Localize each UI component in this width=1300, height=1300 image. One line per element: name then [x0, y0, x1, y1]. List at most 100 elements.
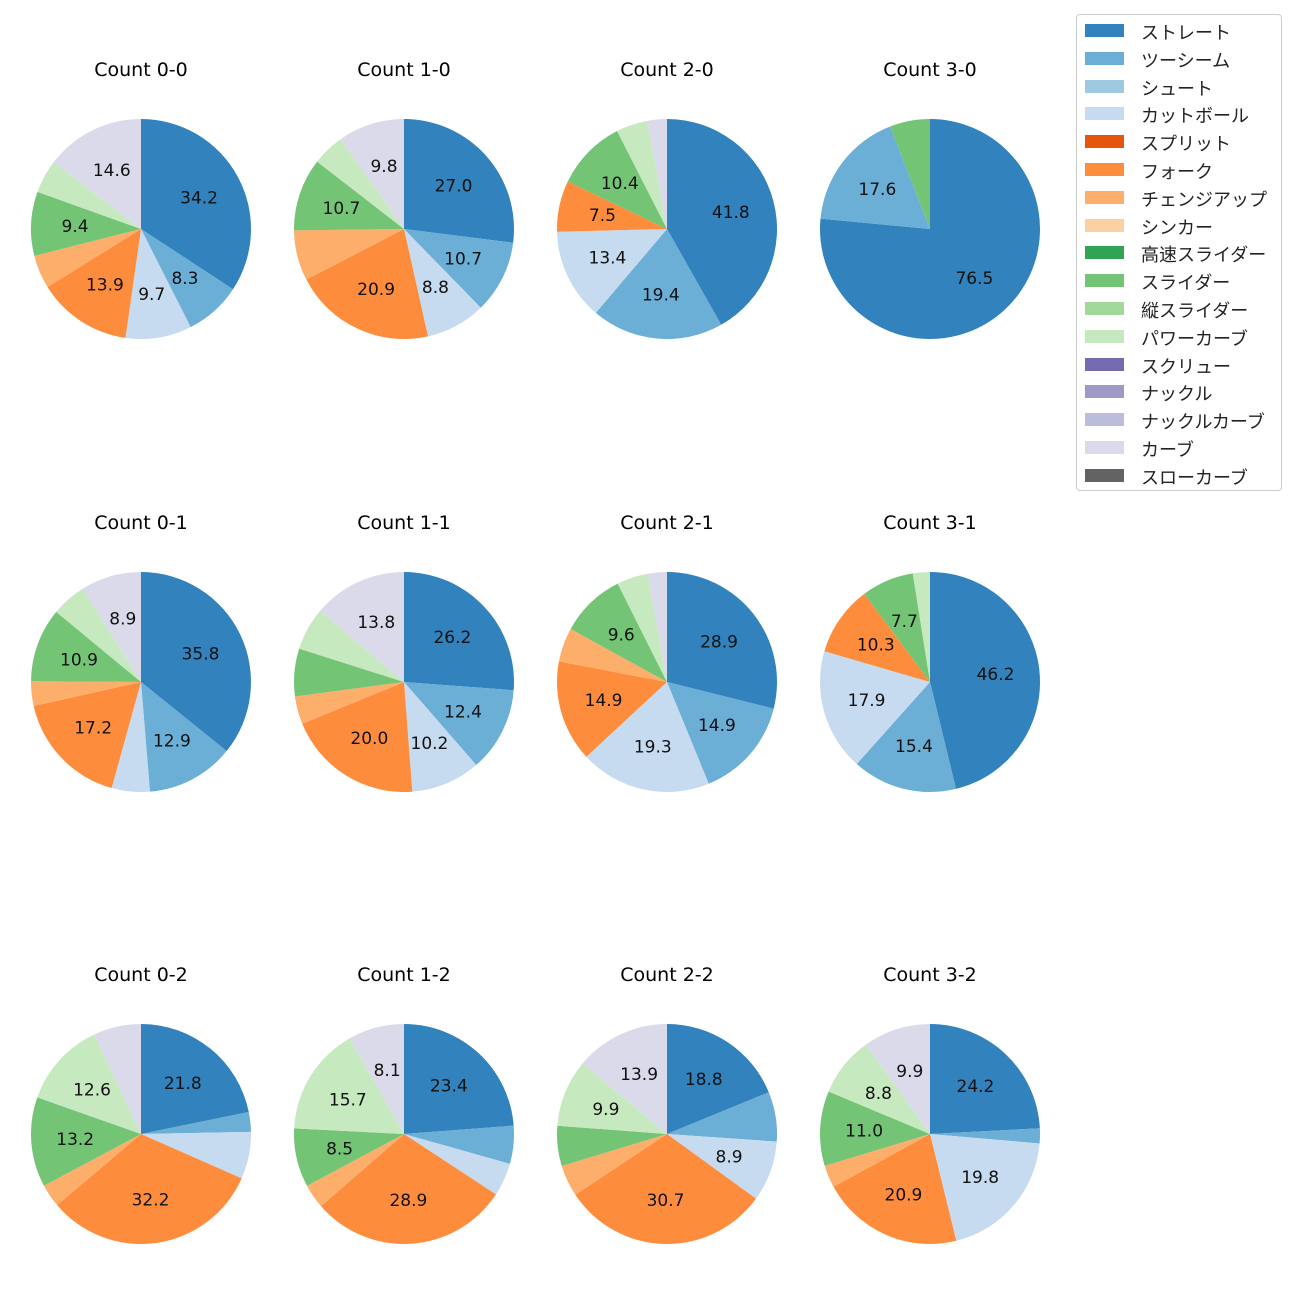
slice-label: 10.3 [857, 635, 895, 655]
pie-slice [294, 161, 404, 231]
legend-item: スプリット [1077, 128, 1281, 156]
slice-label: 15.7 [329, 1090, 367, 1110]
pie-slice [82, 572, 141, 682]
slice-label: 13.9 [620, 1065, 658, 1085]
pie-chart: Count 0-0 34.2 8.3 9.7 13.9 9.4 14.6 [30, 59, 252, 339]
pie-slice [47, 229, 142, 338]
slice-label: 14.6 [93, 161, 131, 181]
pie-slice [820, 119, 1041, 339]
slice-label: 19.8 [961, 1168, 999, 1188]
pie-chart: Count 1-2 23.4 28.9 8.5 15.7 8.1 [293, 964, 515, 1245]
pie-slice [828, 1044, 930, 1134]
pie-slice [30, 1097, 141, 1186]
pie-chart: Count 3-1 46.2 15.4 17.9 10.3 7.7 [820, 512, 1040, 792]
pie-slice [56, 588, 141, 682]
legend-item: 高速スライダー [1077, 239, 1281, 267]
slice-label: 46.2 [977, 665, 1015, 685]
pie-slice [141, 229, 233, 328]
slice-label: 32.2 [132, 1190, 170, 1210]
slice-label: 26.2 [433, 628, 471, 648]
pie-slice [617, 573, 667, 682]
pie-slice [833, 1134, 957, 1244]
pie-chart: Count 3-0 76.5 17.6 [820, 59, 1041, 339]
pie-slice [34, 229, 141, 287]
pie-slice [141, 1024, 249, 1134]
slice-label: 8.3 [171, 269, 198, 289]
pie-slice [294, 648, 404, 697]
legend-label: スローカーブ [1141, 467, 1248, 489]
legend-label: シンカー [1141, 217, 1213, 239]
pie-slice [125, 229, 191, 339]
legend-label: スプリット [1141, 134, 1231, 156]
chart-title: Count 1-0 [357, 59, 451, 81]
slice-label: 7.5 [589, 206, 616, 226]
pie-slice [820, 651, 930, 765]
pie-slice [667, 1092, 778, 1142]
pie-slice [141, 119, 252, 290]
slice-label: 28.9 [389, 1191, 427, 1211]
pie-slice [404, 1024, 514, 1134]
pie-slice [667, 572, 777, 709]
chart-title: Count 2-1 [620, 512, 714, 534]
pie-slice [930, 1024, 1040, 1134]
legend-item: カットボール [1077, 100, 1281, 128]
pie-slice [302, 682, 413, 793]
pie-slice [30, 191, 141, 256]
legend-item: ナックルカーブ [1077, 406, 1281, 434]
pie-slice [340, 119, 404, 229]
slice-label: 10.4 [601, 174, 639, 194]
pie-slice [557, 229, 667, 313]
legend-swatch [1085, 413, 1124, 427]
legend-item: パワーカーブ [1077, 323, 1281, 351]
pie-slice [404, 1134, 510, 1195]
slice-label: 34.2 [180, 189, 218, 209]
pie-slice [567, 130, 667, 229]
legend-item: スライダー [1077, 267, 1281, 295]
pie-slice [294, 229, 404, 280]
slice-label: 9.8 [370, 157, 397, 177]
pie-slice [31, 611, 141, 682]
slice-label: 12.6 [73, 1081, 111, 1101]
legend-label: 縦スライダー [1141, 300, 1249, 322]
legend-swatch [1085, 301, 1124, 315]
legend-label: パワーカーブ [1141, 328, 1248, 350]
pie-slice [404, 1125, 515, 1164]
pie-slice [930, 1134, 1040, 1241]
legend-swatch [1085, 440, 1124, 454]
slice-label: 14.9 [585, 691, 623, 711]
pie-slice [865, 1024, 930, 1134]
pie-slice [824, 593, 930, 682]
pie-slice [404, 119, 514, 243]
slice-label: 13.2 [56, 1130, 94, 1150]
pie-slice [404, 229, 514, 308]
pie-slice [556, 1125, 667, 1167]
pie-slice [141, 682, 227, 792]
legend-item: シュート [1077, 73, 1281, 101]
slice-label: 8.9 [716, 1148, 743, 1168]
pie-slice [294, 682, 404, 724]
slice-label: 27.0 [435, 176, 473, 196]
pie-slice [320, 572, 404, 682]
chart-title: Count 0-1 [94, 512, 188, 534]
legend-swatch [1085, 190, 1124, 204]
slice-label: 8.8 [865, 1084, 892, 1104]
pie-slice [94, 1024, 141, 1134]
slice-label: 76.5 [955, 269, 993, 289]
slice-label: 24.2 [957, 1077, 995, 1097]
slice-label: 19.4 [642, 286, 680, 306]
slice-label: 20.9 [357, 280, 395, 300]
pie-chart: Count 2-2 18.8 8.9 30.7 9.913.9 [556, 964, 778, 1245]
legend-item: スローカーブ [1077, 462, 1281, 490]
pie-slice [558, 629, 667, 682]
pie-slice [299, 610, 404, 682]
pie-slice [37, 162, 141, 229]
slice-label: 21.8 [164, 1074, 202, 1094]
pie-chart: Count 0-1 35.8 12.9 17.2 10.9 8.9 [30, 512, 252, 792]
legend-item: カーブ [1077, 434, 1281, 462]
slice-label: 23.4 [430, 1077, 468, 1097]
slice-label: 8.8 [422, 278, 449, 298]
legend-swatch [1085, 51, 1124, 65]
legend-item: ナックル [1077, 378, 1281, 406]
legend-label: チェンジアップ [1141, 189, 1267, 211]
